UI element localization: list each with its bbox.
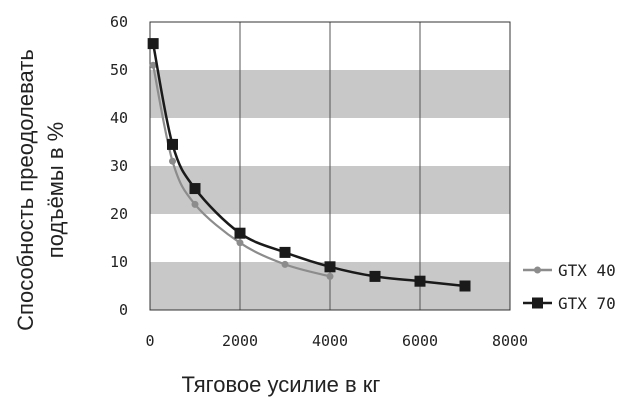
data-point-square bbox=[369, 270, 381, 282]
data-point-circle bbox=[169, 157, 176, 165]
y-tick-label: 60 bbox=[110, 13, 128, 31]
data-point-square bbox=[234, 227, 246, 239]
x-tick-label: 4000 bbox=[312, 332, 348, 350]
data-point-circle bbox=[191, 200, 199, 208]
legend-item: GTX 70 bbox=[523, 294, 616, 313]
data-point-square bbox=[189, 183, 201, 195]
y-tick-label: 0 bbox=[119, 301, 128, 319]
data-point-circle bbox=[149, 61, 157, 69]
y-axis-title-line2: подъёмы в % bbox=[43, 122, 68, 258]
series-gtx-70 bbox=[147, 38, 471, 292]
y-tick-label: 10 bbox=[110, 253, 128, 271]
data-point-square bbox=[279, 246, 291, 258]
data-point-circle bbox=[281, 260, 289, 268]
y-tick-label: 40 bbox=[110, 109, 128, 127]
plot-frame bbox=[149, 21, 511, 311]
series-layer bbox=[147, 38, 471, 292]
data-point-square bbox=[167, 138, 178, 150]
y-tick-label: 30 bbox=[110, 157, 128, 175]
legend-label: GTX 70 bbox=[558, 294, 616, 313]
data-point-circle bbox=[326, 272, 334, 280]
y-axis-title-line1: Способность преодолевать bbox=[13, 49, 38, 331]
x-tick-label: 6000 bbox=[402, 332, 438, 350]
y-tick-label: 50 bbox=[110, 61, 128, 79]
legend-label: GTX 40 bbox=[558, 261, 616, 280]
data-point-square bbox=[459, 280, 471, 292]
data-point-square bbox=[414, 275, 426, 287]
x-tick-label: 0 bbox=[145, 332, 154, 350]
x-axis-title: Тяговое усилие в кг bbox=[182, 372, 381, 397]
x-tick-label: 2000 bbox=[222, 332, 258, 350]
x-axis-ticks: 0 2000 4000 6000 8000 bbox=[145, 332, 528, 350]
y-axis-ticks: 0 10 20 30 40 50 60 bbox=[110, 13, 128, 319]
x-tick-label: 8000 bbox=[492, 332, 528, 350]
y-tick-label: 20 bbox=[110, 205, 128, 223]
legend-item: GTX 40 bbox=[523, 261, 616, 280]
legend-marker-square bbox=[532, 297, 543, 309]
data-point-square bbox=[324, 261, 336, 273]
legend-marker-circle bbox=[534, 266, 541, 274]
legend: GTX 40 GTX 70 bbox=[523, 261, 616, 313]
data-point-circle bbox=[236, 239, 244, 247]
data-point-square bbox=[147, 38, 159, 50]
